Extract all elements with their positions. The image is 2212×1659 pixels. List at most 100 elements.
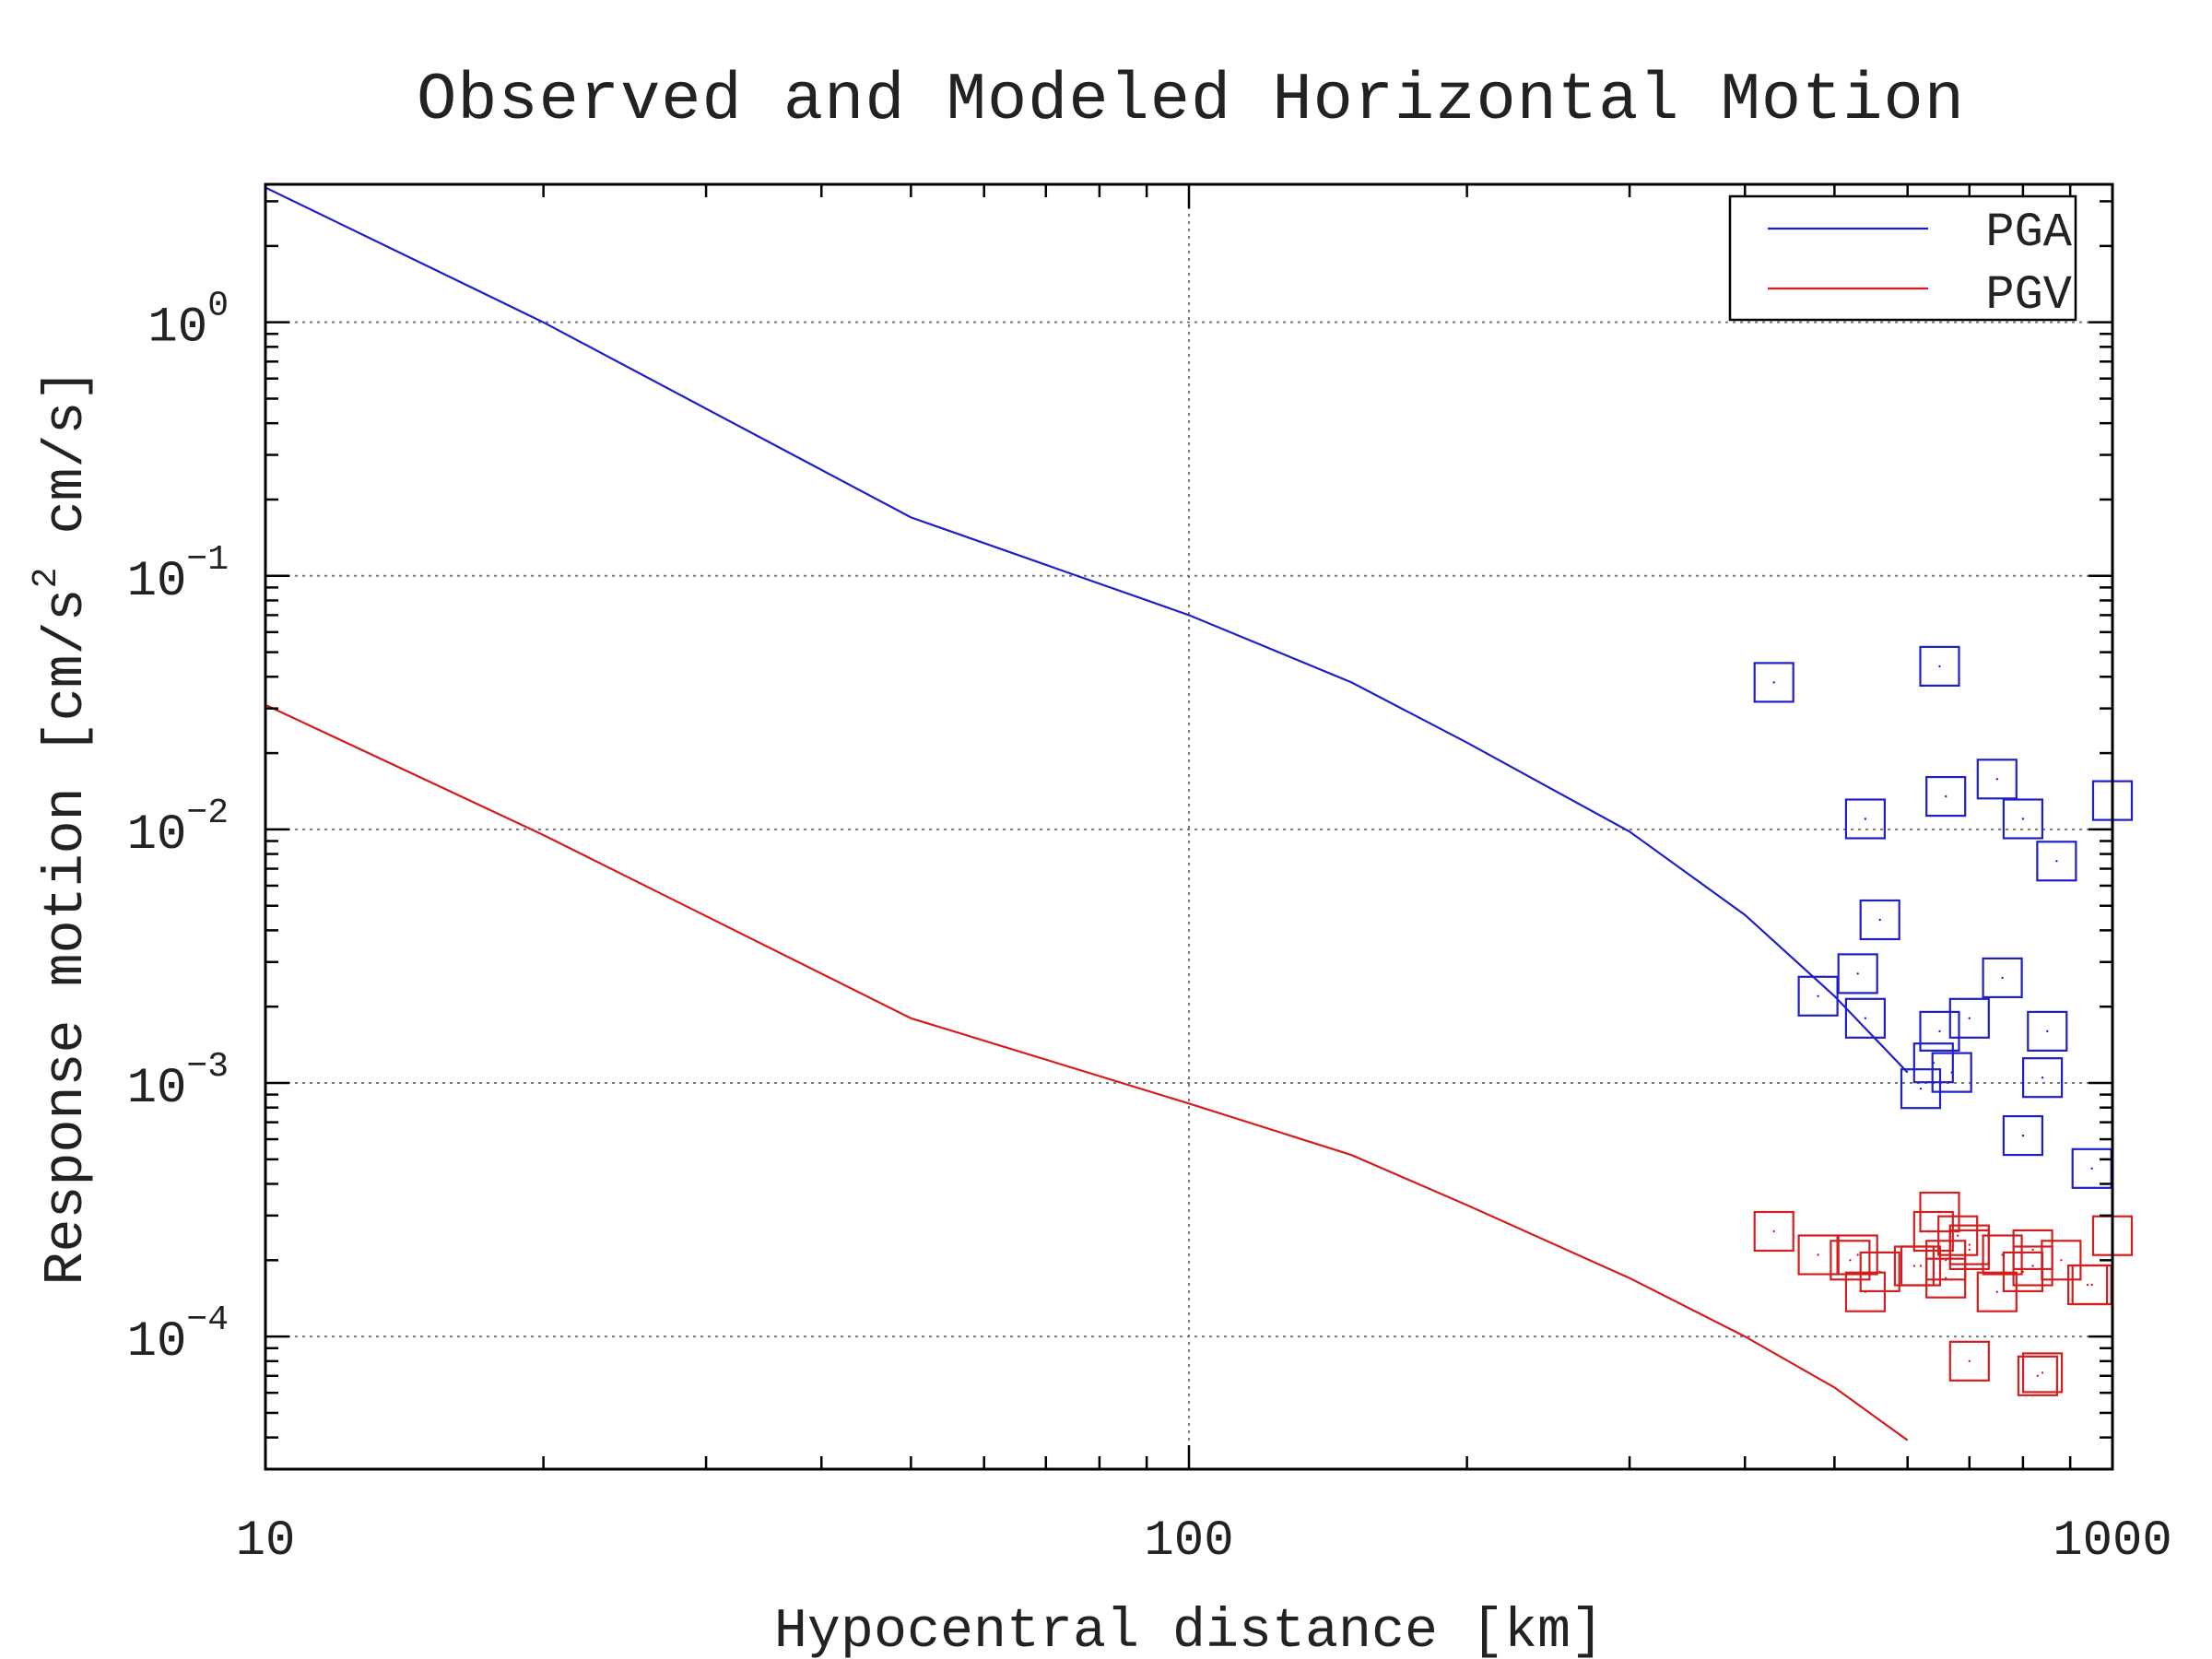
data-point (2022, 1352, 2064, 1394)
y-axis-label: Response motion [cm/s2 cm/s] (27, 369, 99, 1286)
data-point-center (2041, 1371, 2044, 1374)
data-point-center (2021, 818, 2025, 820)
data-point (1982, 957, 2023, 999)
legend-box (1728, 194, 2077, 322)
data-point (1925, 1240, 1967, 1281)
data-point-center (1864, 1017, 1867, 1020)
series-line-pgv (265, 703, 1909, 1441)
data-point-center (2086, 1283, 2089, 1287)
y-tick-label-base: 10 (127, 554, 187, 610)
y-tick-label: 10−4 (127, 1300, 229, 1371)
data-point-center (1856, 1253, 1859, 1256)
data-point-center (1968, 1248, 1971, 1252)
chart-title: Observed and Modeled Horizontal Motion (417, 63, 1965, 138)
data-point-center (1995, 1290, 1998, 1293)
data-point (1844, 997, 1887, 1039)
data-point-center (1864, 818, 1867, 820)
data-point (1982, 1234, 2023, 1276)
data-point (2012, 1245, 2053, 1287)
y-tick-label: 10−1 (127, 540, 229, 610)
y-tick-label: 100 (147, 287, 229, 357)
data-point (1837, 1234, 1878, 1276)
data-point (2041, 1240, 2082, 1281)
data-point-center (1919, 1088, 1923, 1090)
data-point (1830, 1240, 1871, 1281)
data-point-center (1950, 1071, 1953, 1074)
data-point (1948, 1224, 1990, 1265)
data-point-center (1938, 665, 1941, 668)
data-point-center (1912, 1265, 1916, 1267)
data-point-center (1772, 681, 1775, 684)
data-point (1893, 1245, 1935, 1287)
y-tick-label-exp: 0 (207, 287, 229, 326)
y-tick-label-exp: −2 (186, 794, 229, 833)
data-point-center (2046, 1030, 2049, 1033)
x-axis-label: Hypocentral distance [km] (774, 1601, 1604, 1659)
data-point-center (1856, 972, 1859, 975)
data-point (1931, 1052, 1972, 1093)
y-tick-label-base: 10 (127, 807, 187, 864)
data-point (2002, 1114, 2043, 1157)
data-point-center (1878, 918, 1881, 922)
data-point-center (1968, 1359, 1971, 1363)
y-axis-label-sup: 2 (27, 568, 66, 589)
y-tick-label-base: 10 (147, 300, 207, 357)
data-point (1948, 1340, 1990, 1382)
data-point-center (2031, 1265, 2034, 1267)
data-point-center (1919, 1265, 1923, 1267)
data-point-center (1772, 1230, 1775, 1233)
data-point-center (1957, 1234, 1959, 1237)
data-point-center (1945, 794, 1947, 798)
data-point (1976, 759, 2018, 800)
legend-label-pga: PGA (1985, 206, 2072, 260)
data-point-center (2001, 976, 2004, 980)
y-tick-label: 10−2 (127, 794, 229, 864)
data-point (1859, 899, 1900, 941)
data-point (1797, 975, 1839, 1017)
data-point-center (2036, 1374, 2040, 1378)
data-point-center (1817, 1253, 1819, 1256)
data-point (2036, 841, 2077, 882)
data-point (1753, 1210, 1794, 1253)
data-point-center (2001, 1253, 2004, 1256)
data-point-center (2021, 1134, 2025, 1137)
y-tick-label: 10−3 (127, 1047, 229, 1117)
grid-lines (265, 184, 2112, 1469)
x-tick-label: 10 (236, 1513, 296, 1570)
data-point-center (1938, 1030, 1941, 1033)
y-tick-label-exp: −1 (186, 540, 229, 580)
y-axis-label-main: Response motion [cm/s (36, 588, 99, 1285)
y-tick-label-base: 10 (127, 1314, 187, 1371)
data-point-center (2060, 1259, 2063, 1262)
data-point (2017, 1355, 2058, 1396)
data-point-center (1995, 778, 1998, 781)
data-point (1859, 1251, 1900, 1293)
data-point-center (1817, 994, 1819, 998)
data-point (1919, 1191, 1960, 1233)
data-point (2002, 798, 2043, 840)
data-point (1919, 1010, 1960, 1053)
data-point (2022, 1057, 2064, 1099)
legend: PGA PGV (1728, 194, 2077, 323)
data-point-center (1968, 1017, 1971, 1020)
data-point-center (2041, 1077, 2044, 1079)
series-layer (265, 186, 2134, 1441)
data-point-center (1938, 1210, 1941, 1214)
data-point-center (2090, 1283, 2093, 1287)
data-point-center (1945, 1259, 1947, 1262)
legend-label-pgv: PGV (1985, 268, 2072, 323)
y-tick-label-base: 10 (127, 1061, 187, 1117)
data-point (1837, 953, 1878, 994)
data-point (1937, 1215, 1979, 1256)
x-tick-label: 1000 (2053, 1513, 2172, 1570)
series-line-pga (265, 186, 1909, 1074)
data-point (1900, 1068, 1942, 1110)
data-point (1912, 1042, 1954, 1084)
y-tick-label-exp: −3 (186, 1047, 229, 1087)
data-point-center (1968, 1243, 1971, 1246)
x-tick-label: 100 (1144, 1513, 1233, 1570)
data-point (1753, 662, 1794, 703)
data-point-center (2031, 1248, 2034, 1252)
